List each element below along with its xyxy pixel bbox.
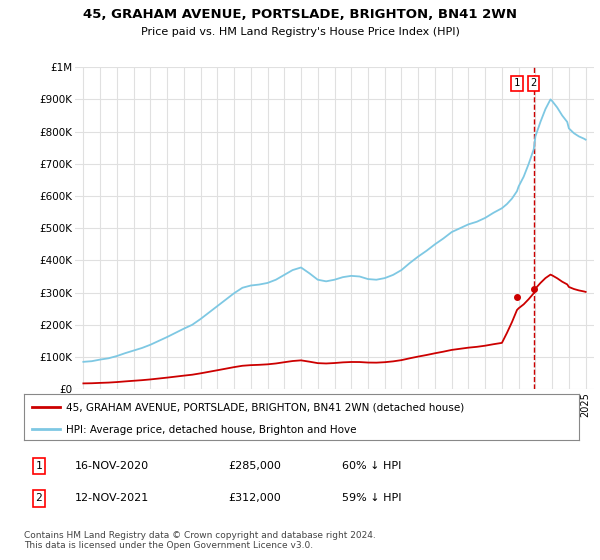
Text: 59% ↓ HPI: 59% ↓ HPI [342,493,401,503]
Text: 60% ↓ HPI: 60% ↓ HPI [342,461,401,471]
Text: 12-NOV-2021: 12-NOV-2021 [75,493,149,503]
Text: 16-NOV-2020: 16-NOV-2020 [75,461,149,471]
Text: Price paid vs. HM Land Registry's House Price Index (HPI): Price paid vs. HM Land Registry's House … [140,27,460,37]
Text: £312,000: £312,000 [228,493,281,503]
Text: £285,000: £285,000 [228,461,281,471]
Text: HPI: Average price, detached house, Brighton and Hove: HPI: Average price, detached house, Brig… [65,426,356,436]
Text: Contains HM Land Registry data © Crown copyright and database right 2024.
This d: Contains HM Land Registry data © Crown c… [24,531,376,550]
Text: 2: 2 [35,493,43,503]
Text: 2: 2 [530,78,537,88]
Text: 1: 1 [35,461,43,471]
Text: 1: 1 [514,78,520,88]
Text: 45, GRAHAM AVENUE, PORTSLADE, BRIGHTON, BN41 2WN (detached house): 45, GRAHAM AVENUE, PORTSLADE, BRIGHTON, … [65,403,464,413]
Text: 45, GRAHAM AVENUE, PORTSLADE, BRIGHTON, BN41 2WN: 45, GRAHAM AVENUE, PORTSLADE, BRIGHTON, … [83,8,517,21]
